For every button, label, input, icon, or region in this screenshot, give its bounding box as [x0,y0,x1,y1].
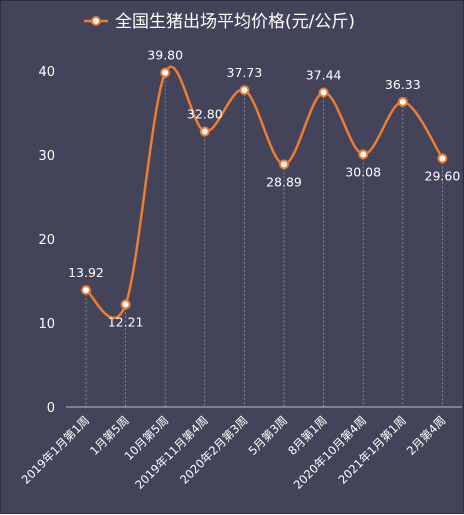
x-axis-labels: 2019年1月第1周1月第5周10月第5周2019年11月第4周2020年2月第… [19,413,449,492]
y-tick-label: 30 [38,149,55,164]
data-point [120,299,131,310]
y-tick-label: 0 [47,401,55,416]
data-label: 13.92 [68,265,104,280]
data-label: 32.80 [187,106,223,121]
chart-title: 全国生猪出场平均价格(元/公斤) [115,12,355,32]
drop-lines [85,72,443,407]
data-point [358,149,369,160]
data-label: 28.89 [266,174,302,189]
data-label: 30.08 [345,164,381,179]
y-tick-label: 10 [38,317,55,332]
data-point [160,67,171,78]
y-tick-label: 20 [38,233,55,248]
data-point [199,126,210,137]
data-label: 39.80 [147,48,183,63]
legend: 全国生猪出场平均价格(元/公斤) [84,12,355,32]
x-tick-label: 5月第3周 [245,413,290,458]
data-labels: 13.92 12.21 39.80 32.80 37.73 28.89 37.44 30.08… [68,48,460,330]
data-point [239,85,250,96]
x-tick-label: 2021年1月第1周 [335,413,408,486]
x-tick-label: 2020年10月第4周 [291,413,370,492]
x-tick-label: 2020年2月第3周 [177,413,250,486]
data-label: 37.73 [227,65,263,80]
x-tick-label: 2019年11月第4周 [132,413,211,492]
data-label: 29.60 [425,168,461,183]
data-label: 37.44 [306,68,342,83]
legend-marker-swatch [91,16,101,26]
data-point [397,96,408,107]
data-point [279,159,289,170]
x-tick-label: 2019年1月第1周 [19,413,92,486]
data-label: 12.21 [108,314,144,329]
y-tick-label: 40 [38,65,55,80]
series-line [85,65,444,320]
data-point [437,153,448,164]
data-point [318,87,329,98]
x-tick-label: 2月第4周 [404,413,449,458]
data-point [81,285,91,296]
data-markers [81,67,448,310]
data-label: 36.33 [385,77,421,92]
y-axis-ticks: 0 10 20 30 40 [38,65,55,416]
